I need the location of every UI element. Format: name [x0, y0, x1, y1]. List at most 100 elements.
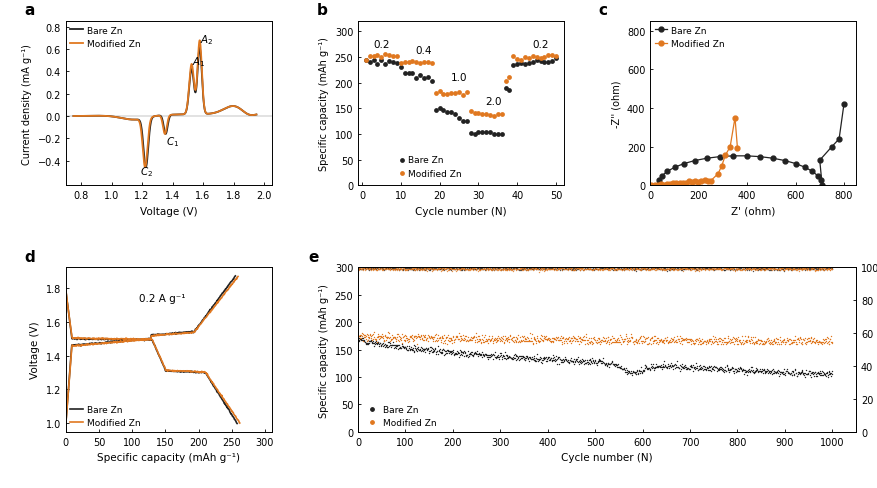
Point: [803, 339, 817, 347]
Point: [651, 265, 665, 273]
Point: [802, 367, 816, 375]
Point: [796, 265, 810, 273]
Point: [681, 266, 695, 274]
Point: [595, 358, 610, 366]
Bare Zn: [537, 59, 551, 67]
Point: [792, 266, 806, 274]
Point: [802, 266, 816, 274]
Point: [365, 264, 379, 272]
Point: [639, 364, 653, 372]
Point: [532, 265, 546, 273]
Point: [741, 337, 755, 345]
Point: [453, 265, 467, 273]
Point: [809, 336, 823, 344]
Point: [449, 333, 463, 341]
Point: [438, 337, 452, 345]
Point: [365, 338, 379, 346]
Modified Zn: [692, 179, 702, 185]
Point: [511, 265, 525, 273]
Point: [627, 265, 641, 273]
Point: [367, 339, 381, 347]
Point: [647, 263, 661, 271]
Point: [702, 366, 717, 374]
Bare Zn: [378, 61, 392, 68]
Point: [396, 332, 410, 340]
Point: [690, 366, 704, 374]
Point: [757, 265, 771, 273]
Point: [448, 334, 462, 342]
Point: [604, 332, 618, 340]
Point: [454, 336, 468, 344]
Point: [771, 264, 785, 272]
Point: [418, 333, 432, 341]
Point: [629, 264, 643, 272]
Point: [738, 265, 752, 273]
Point: [515, 354, 529, 362]
Point: [409, 265, 423, 273]
Point: [806, 265, 820, 273]
Point: [481, 266, 495, 274]
Point: [436, 339, 450, 347]
Point: [550, 334, 564, 342]
Point: [480, 265, 494, 273]
Point: [631, 266, 645, 274]
Point: [756, 266, 770, 274]
Point: [649, 265, 663, 273]
Point: [442, 264, 456, 272]
Point: [575, 263, 589, 270]
Point: [809, 267, 823, 275]
Point: [624, 372, 638, 380]
Point: [450, 350, 464, 358]
Point: [531, 265, 545, 273]
Bare Zn: [811, 173, 822, 179]
Point: [428, 266, 442, 274]
Point: [557, 266, 571, 274]
Point: [617, 264, 631, 272]
Point: [673, 334, 687, 342]
Point: [715, 336, 729, 344]
Point: [353, 332, 367, 340]
Point: [492, 336, 506, 344]
Point: [586, 265, 600, 273]
Point: [386, 345, 400, 352]
Point: [508, 333, 522, 341]
Point: [503, 265, 517, 273]
Point: [606, 266, 620, 274]
Point: [447, 265, 461, 273]
Modified Zn: [498, 78, 512, 85]
Point: [421, 349, 435, 357]
Point: [820, 373, 834, 381]
Point: [689, 266, 703, 274]
Modified Zn: [185, 330, 196, 336]
Modified Zn: [517, 54, 531, 62]
Point: [796, 337, 810, 345]
Point: [559, 335, 573, 343]
Point: [703, 363, 717, 370]
Point: [811, 265, 825, 273]
Bare Zn: [436, 107, 450, 115]
Modified Zn: [186, 330, 196, 336]
Point: [410, 345, 424, 352]
Point: [796, 264, 810, 272]
Point: [581, 338, 595, 346]
Point: [352, 336, 366, 344]
Point: [516, 266, 530, 274]
Point: [562, 264, 576, 272]
Point: [474, 339, 488, 346]
Point: [581, 264, 595, 272]
Point: [391, 266, 405, 274]
Point: [819, 333, 833, 341]
Point: [589, 265, 603, 273]
Point: [530, 265, 544, 273]
Point: [790, 265, 804, 273]
Point: [770, 264, 784, 272]
Point: [351, 264, 365, 272]
Point: [824, 332, 838, 340]
Point: [402, 343, 416, 350]
Point: [742, 368, 756, 376]
Point: [372, 264, 386, 272]
Point: [428, 337, 442, 345]
Point: [722, 265, 736, 273]
Point: [608, 267, 622, 275]
Bare Zn: [397, 70, 411, 78]
